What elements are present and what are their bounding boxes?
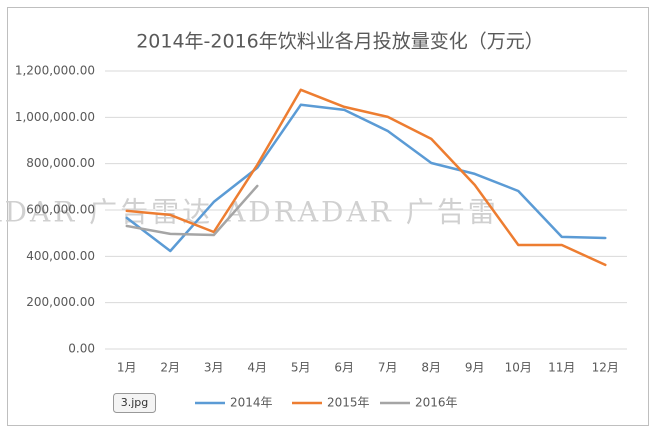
legend-label: 2014年 (230, 396, 273, 410)
y-tick-label: 400,000.00 (26, 249, 95, 263)
watermark: ADAR 广告雷达 ADRADAR 广告雷 (0, 196, 499, 229)
y-tick-label: 600,000.00 (26, 203, 95, 217)
x-tick-label: 5月 (291, 361, 311, 375)
legend-label: 2015年 (327, 396, 370, 410)
x-tick-label: 1月 (117, 361, 137, 375)
chart-title: 2014年-2016年饮料业各月投放量变化（万元） (136, 31, 544, 53)
x-tick-label: 12月 (592, 361, 619, 375)
series-line (125, 184, 259, 237)
y-tick-label: 1,000,000.00 (15, 110, 95, 124)
x-tick-label: 3月 (204, 361, 224, 375)
x-tick-label: 8月 (421, 361, 441, 375)
y-tick-label: 0.00 (68, 342, 95, 356)
x-tick-label: 4月 (247, 361, 267, 375)
x-tick-label: 9月 (465, 361, 485, 375)
y-tick-label: 200,000.00 (26, 295, 95, 309)
x-tick-label: 11月 (548, 361, 575, 375)
legend-label: 2016年 (415, 396, 458, 410)
x-tick-label: 7月 (378, 361, 398, 375)
y-tick-label: 1,200,000.00 (15, 64, 95, 78)
series-line (125, 103, 607, 253)
x-tick-label: 10月 (505, 361, 532, 375)
file-label-box (113, 393, 156, 413)
series-line (125, 88, 607, 267)
x-tick-label: 6月 (334, 361, 354, 375)
y-tick-label: 800,000.00 (26, 156, 95, 170)
file-label: 3.jpg (121, 396, 149, 409)
x-tick-label: 2月 (160, 361, 180, 375)
